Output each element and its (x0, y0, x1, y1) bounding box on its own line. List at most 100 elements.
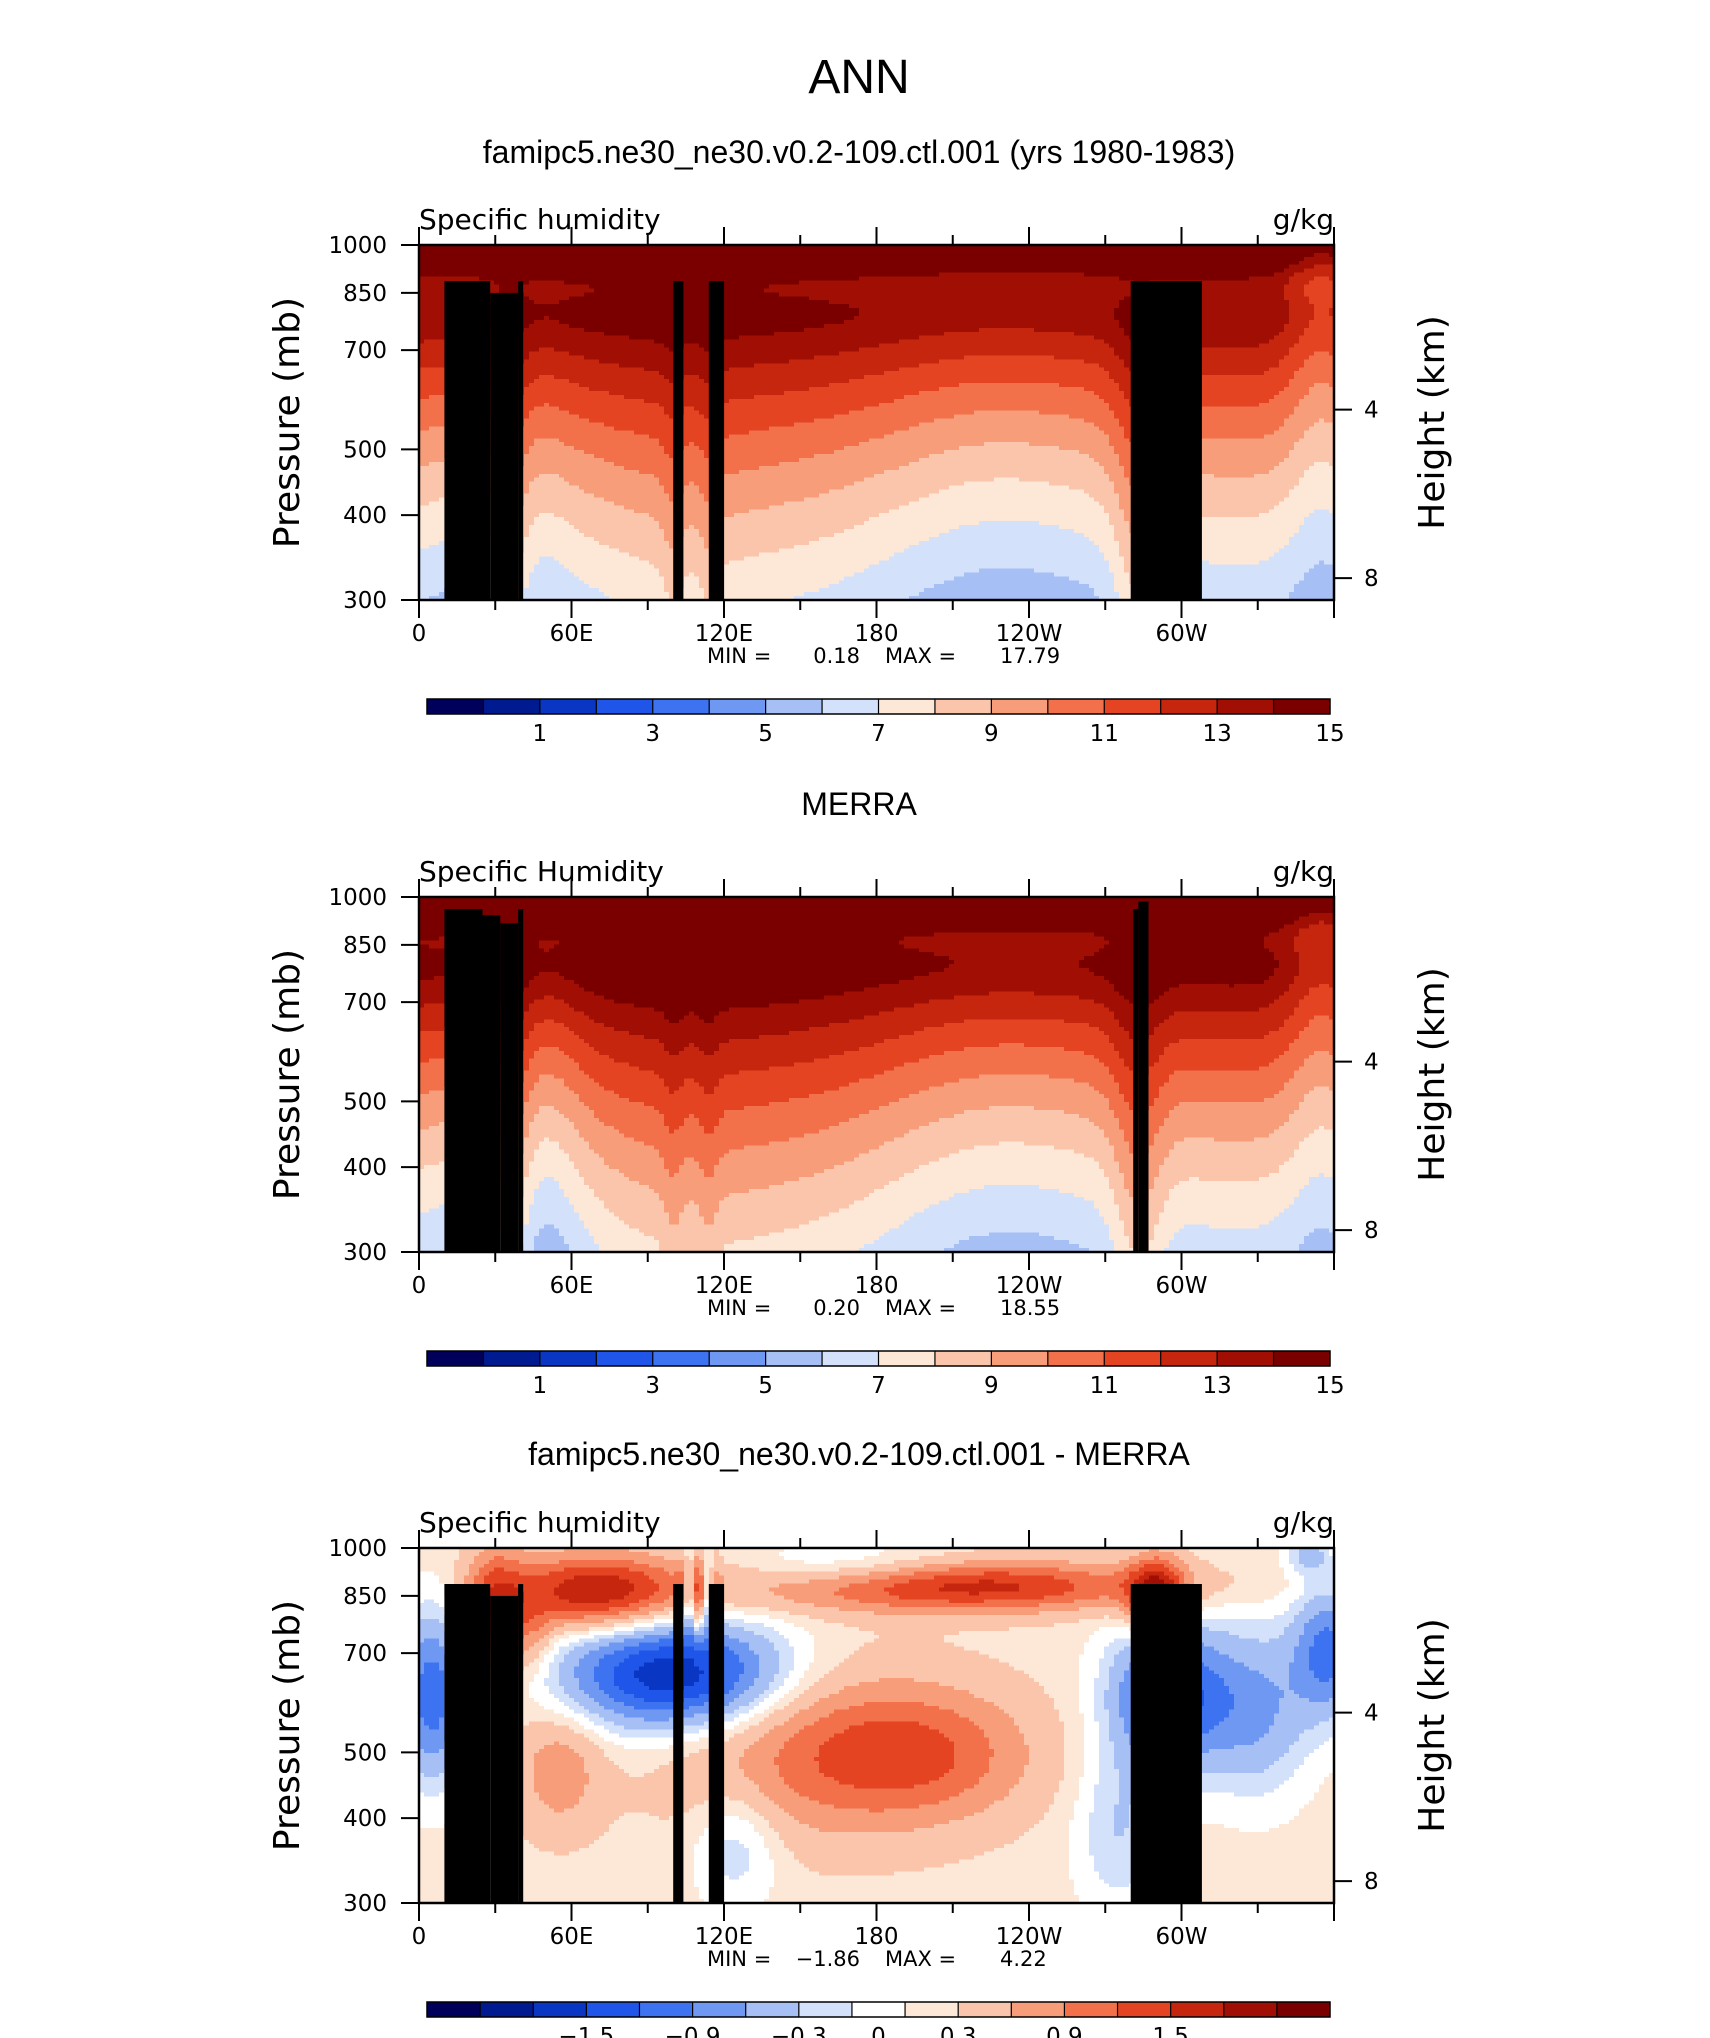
variable-label: Specific Humidity (419, 855, 664, 888)
colorbar-label: 3 (645, 721, 660, 747)
y-tick-label: 850 (343, 1584, 387, 1610)
colorbar-swatch (1160, 1351, 1218, 1366)
topography-block (1133, 909, 1139, 1252)
min-label: MIN = (707, 644, 771, 668)
topography-block (444, 1584, 491, 1903)
colorbar-swatch (1011, 2002, 1065, 2017)
colorbar-swatch (1170, 2002, 1225, 2017)
height-tick-label: 4 (1364, 398, 1379, 424)
colorbar: 1 3 5 7 9 11 13 15 (426, 698, 1345, 747)
min-value: −1.86 (796, 1947, 860, 1971)
colorbar-swatch (822, 1351, 879, 1366)
height-tick-label: 4 (1364, 1701, 1379, 1727)
topography-block (708, 1584, 725, 1903)
colorbar-frame (426, 698, 1331, 715)
topography-block (673, 281, 684, 600)
x-tick-label: 120E (695, 1924, 753, 1950)
colorbar-label: 7 (871, 1373, 886, 1399)
y-tick-label: 500 (343, 1089, 387, 1115)
colorbar-swatch (539, 1351, 597, 1366)
topography-block (518, 909, 524, 1252)
colorbar-swatch (991, 699, 1049, 714)
height-tick-label: 8 (1364, 1218, 1379, 1244)
topography-block (500, 923, 519, 1252)
colorbar-swatch (427, 699, 484, 714)
colorbar-swatch (652, 1351, 710, 1366)
colorbar-swatch (822, 699, 879, 714)
colorbar-swatch (934, 699, 992, 714)
colorbar-label: 5 (758, 1373, 773, 1399)
right-axis-label: Height (km) (1412, 315, 1453, 529)
x-tick-label: 60E (550, 621, 594, 647)
colorbar-label: 0.3 (940, 2024, 977, 2038)
colorbar-label: 15 (1315, 721, 1344, 747)
colorbar-swatch (1273, 699, 1331, 714)
colorbar-swatch (1217, 699, 1275, 714)
colorbar-swatch (1104, 1351, 1162, 1366)
colorbar-swatch (991, 1351, 1049, 1366)
max-label: MAX = (885, 1947, 956, 1971)
colorbar-label: 1.5 (1152, 2024, 1189, 2038)
topography-block (490, 292, 519, 600)
colorbar-swatch (765, 699, 823, 714)
y-tick-label: 700 (343, 1641, 387, 1667)
colorbar-label: 0.9 (1046, 2024, 1083, 2038)
colorbar-label: −0.3 (771, 2024, 827, 2038)
y-tick-label: 400 (343, 1155, 387, 1181)
colorbar-swatch (483, 699, 541, 714)
colorbar-label: 11 (1090, 721, 1119, 747)
colorbar-swatch (692, 2002, 747, 2017)
colorbar: −1.5 −0.9 −0.3 0 0.3 0.9 1.5 (426, 2001, 1331, 2038)
colorbar-swatch (905, 2002, 959, 2017)
colorbar-label: 1 (533, 1373, 548, 1399)
min-label: MIN = (707, 1296, 771, 1320)
colorbar-swatch (1047, 699, 1105, 714)
y-tick-label: 850 (343, 281, 387, 307)
colorbar-swatch (765, 1351, 823, 1366)
y-tick-label: 500 (343, 1740, 387, 1766)
y-tick-label: 300 (343, 1891, 387, 1917)
topography-block (518, 1584, 524, 1903)
colorbar-swatch (539, 699, 597, 714)
x-tick-label: 60W (1155, 1924, 1207, 1950)
colorbar-swatch (1104, 699, 1162, 714)
colorbar-label: 5 (758, 721, 773, 747)
y-tick-label: 850 (343, 933, 387, 959)
colorbar-swatch (533, 2002, 587, 2017)
units-label: g/kg (1273, 855, 1334, 888)
colorbar-label: 7 (871, 721, 886, 747)
colorbar-label: −0.9 (665, 2024, 721, 2038)
height-tick-label: 8 (1364, 566, 1379, 592)
panel-2: MERRA Specific Humidity g/kg 0 60E 120E 180 120… (267, 786, 1453, 1399)
colorbar-swatch (878, 1351, 936, 1366)
colorbar-swatch (1047, 1351, 1105, 1366)
colorbar-swatch (483, 1351, 541, 1366)
colorbar-swatch (878, 699, 936, 714)
min-label: MIN = (707, 1947, 771, 1971)
height-tick-label: 4 (1364, 1050, 1379, 1076)
y-axis-label: Pressure (mb) (267, 297, 308, 548)
colorbar-label: 3 (645, 1373, 660, 1399)
colorbar-label: 15 (1315, 1373, 1344, 1399)
panel-1: famipc5.ne30_ne30.v0.2-109.ctl.001 (yrs … (267, 134, 1453, 747)
y-tick-label: 700 (343, 338, 387, 364)
colorbar-label: 13 (1202, 1373, 1231, 1399)
colorbar-swatch (652, 699, 710, 714)
colorbar-swatch (1064, 2002, 1119, 2017)
x-tick-label: 60E (550, 1273, 594, 1299)
colorbar-swatch (709, 699, 767, 714)
colorbar-label: 0 (871, 2024, 886, 2038)
colorbar-label: 9 (984, 1373, 999, 1399)
panel-3: famipc5.ne30_ne30.v0.2-109.ctl.001 - MER… (267, 1436, 1453, 2038)
x-tick-label: 60E (550, 1924, 594, 1950)
colorbar-swatch (745, 2002, 800, 2017)
colorbar-swatch (427, 2002, 481, 2017)
x-tick-label: 120W (996, 1924, 1063, 1950)
variable-label: Specific humidity (419, 203, 661, 236)
y-tick-label: 1000 (328, 233, 387, 259)
topography-mask (444, 1584, 1202, 1903)
topography-block (482, 915, 501, 1252)
topography-block (490, 1595, 519, 1903)
colorbar: 1 3 5 7 9 11 13 15 (426, 1350, 1345, 1399)
colorbar-swatch (639, 2002, 694, 2017)
